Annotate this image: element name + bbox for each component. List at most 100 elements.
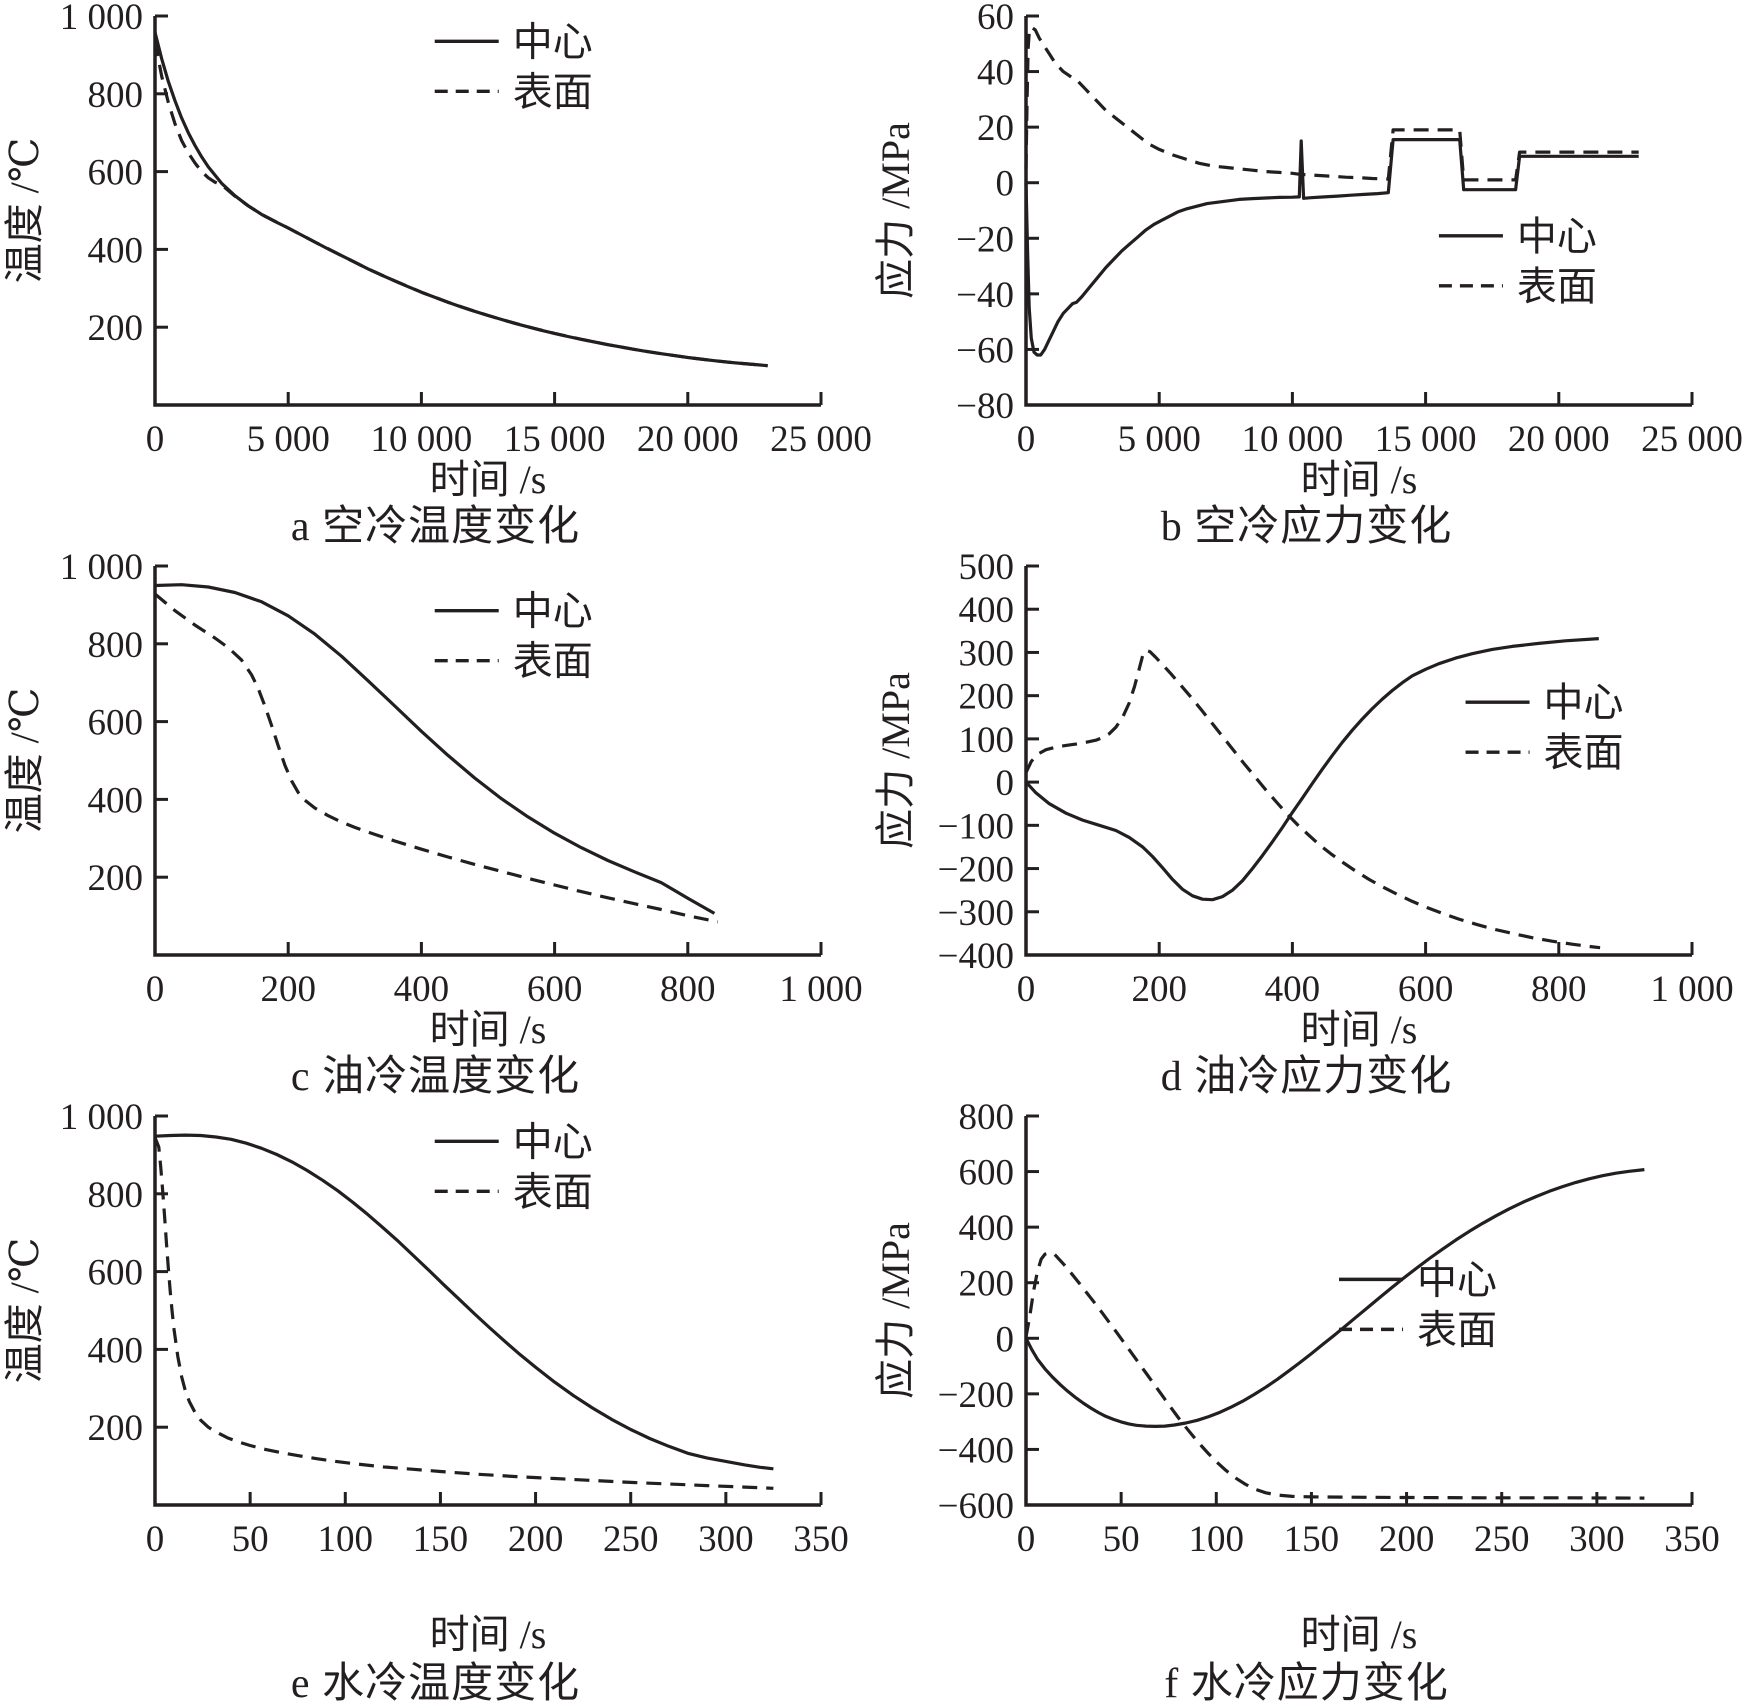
oil-cooling-stress-chart: 0 200 400 600 800 1 000−400−300−200−100010020…: [873, 550, 1734, 1052]
x-tick-label: 50: [232, 1519, 269, 1560]
legend-label: 中心: [1517, 214, 1597, 259]
y-tick-label: 200: [959, 1264, 1015, 1305]
caption-a: a 空冷温度变化: [290, 504, 581, 550]
series-surface: [1024, 25, 1639, 182]
legend-label: 中心: [1417, 1257, 1497, 1302]
x-tick-label: 150: [1284, 1519, 1340, 1560]
y-tick-label: 20: [977, 108, 1014, 149]
y-tick-label: 600: [88, 153, 144, 194]
x-tick-label: 0: [1017, 419, 1036, 460]
y-tick-label: 500: [959, 550, 1015, 588]
y-axis-label: 温度 /℃: [2, 138, 47, 284]
x-tick-label: 250: [603, 1519, 659, 1560]
x-tick-label: 200: [1131, 969, 1187, 1010]
y-tick-label: 300: [959, 633, 1015, 674]
y-tick-label: −300: [938, 893, 1014, 934]
x-tick-label: 350: [1664, 1519, 1720, 1560]
y-tick-label: 800: [88, 625, 144, 666]
y-tick-label: −400: [938, 1430, 1014, 1471]
y-tick-label: −80: [956, 386, 1014, 427]
x-axis-label: 时间 /s: [430, 457, 547, 502]
y-tick-label: −40: [956, 275, 1014, 316]
x-axis-label: 时间 /s: [1301, 457, 1418, 502]
x-tick-label: 10 000: [371, 419, 473, 460]
x-tick-label: 1 000: [1650, 969, 1733, 1010]
air-cooling-stress-chart: 0 5 000 10 000 15 000 20 000 25 000 −80 −60 −40 −…: [873, 0, 1742, 502]
y-tick-label: 1 000: [60, 1100, 143, 1138]
y-tick-label: 600: [959, 1153, 1015, 1194]
y-tick-label: 1 000: [60, 550, 143, 588]
y-tick-label: 400: [959, 1208, 1015, 1249]
series-surface: [1024, 648, 1601, 950]
series-center: [153, 31, 768, 368]
x-tick-label: 15 000: [1375, 419, 1477, 460]
y-tick-label: 60: [977, 0, 1014, 38]
x-tick-label: 200: [260, 969, 316, 1010]
y-axis-label: 温度 /℃: [2, 1238, 47, 1384]
y-tick-label: −400: [938, 936, 1014, 977]
x-tick-label: 600: [527, 969, 583, 1010]
y-tick-label: −100: [938, 806, 1014, 847]
y-tick-label: −200: [938, 1375, 1014, 1416]
caption-d: d 油冷应力变化: [1160, 1054, 1453, 1100]
y-tick-label: 1 000: [60, 0, 143, 38]
x-tick-label: 400: [1265, 969, 1321, 1010]
series-surface: [153, 40, 768, 368]
y-tick-label: 800: [88, 1175, 144, 1216]
panel-c-oil-cooling-temperature: 0 200 400 600 800 1 000 200 400 600 800 1 000 时间 /s…: [0, 550, 871, 1100]
y-axis-label: 温度 /℃: [2, 688, 47, 834]
x-tick-label: 300: [698, 1519, 754, 1560]
y-tick-label: 100: [959, 720, 1015, 761]
legend-label: 表面: [513, 639, 593, 684]
legend-label: 表面: [1544, 730, 1624, 775]
x-tick-label: 0: [146, 969, 165, 1010]
x-tick-label: 100: [1189, 1519, 1245, 1560]
x-tick-label: 10 000: [1242, 419, 1344, 460]
axes: [153, 566, 821, 957]
y-tick-label: 200: [88, 308, 144, 349]
y-axis-label: 应力 /MPa: [873, 122, 918, 299]
x-tick-label: 25 000: [770, 419, 871, 460]
x-tick-label: 5 000: [1118, 419, 1201, 460]
y-tick-label: 800: [959, 1100, 1015, 1138]
series-surface: [1024, 1251, 1645, 1500]
y-tick-label: 0: [996, 763, 1015, 804]
water-cooling-temperature-chart: 0 50 100 150 200 250 300 350 200 400 600 800 1 000 时间…: [2, 1100, 849, 1657]
legend-label: 表面: [1517, 264, 1597, 309]
y-tick-label: −20: [956, 219, 1014, 260]
y-tick-label: 40: [977, 53, 1014, 94]
x-tick-label: 250: [1474, 1519, 1530, 1560]
x-tick-label: 0: [146, 1519, 165, 1560]
air-cooling-temperature-chart: 0 5 000 10 000 15 000 20 000 25 000 200 400 600 8…: [2, 0, 871, 502]
y-tick-label: −60: [956, 330, 1014, 371]
panel-a-air-cooling-temperature: 0 5 000 10 000 15 000 20 000 25 000 200 400 600 8…: [0, 0, 871, 550]
y-tick-label: 200: [88, 858, 144, 899]
x-tick-label: 800: [660, 969, 716, 1010]
series-center: [154, 1133, 774, 1471]
oil-cooling-temperature-chart: 0 200 400 600 800 1 000 200 400 600 800 1 000 时间 /s…: [2, 550, 863, 1052]
series-center: [1024, 1168, 1645, 1428]
legend-label: 表面: [513, 1169, 593, 1214]
legend-label: 中心: [1544, 680, 1624, 725]
x-axis-label: 时间 /s: [1301, 1007, 1418, 1052]
x-tick-label: 50: [1103, 1519, 1140, 1560]
legend-label: 表面: [513, 69, 593, 114]
water-cooling-stress-chart: 0 50 100 150 200 250 300 350 −600 −400 −200 0 200 400…: [873, 1100, 1720, 1657]
x-axis-label: 时间 /s: [430, 1612, 547, 1657]
x-tick-label: 200: [1379, 1519, 1435, 1560]
y-axis-label: 应力 /MPa: [873, 672, 918, 849]
axes: [1024, 16, 1692, 407]
y-axis-label: 应力 /MPa: [873, 1222, 918, 1399]
series-center: [1024, 138, 1639, 357]
x-tick-label: 20 000: [637, 419, 739, 460]
y-tick-label: −600: [938, 1486, 1014, 1527]
x-tick-label: 600: [1398, 969, 1454, 1010]
y-tick-label: 400: [959, 590, 1015, 631]
x-tick-label: 100: [318, 1519, 374, 1560]
x-tick-label: 1 000: [779, 969, 862, 1010]
x-tick-label: 5 000: [247, 419, 330, 460]
caption-f: f 水冷应力变化: [1164, 1661, 1449, 1707]
x-tick-label: 15 000: [504, 419, 606, 460]
y-tick-label: −200: [938, 850, 1014, 891]
panel-f-water-cooling-stress: 0 50 100 150 200 250 300 350 −600 −400 −200 0 200 400…: [871, 1100, 1742, 1708]
